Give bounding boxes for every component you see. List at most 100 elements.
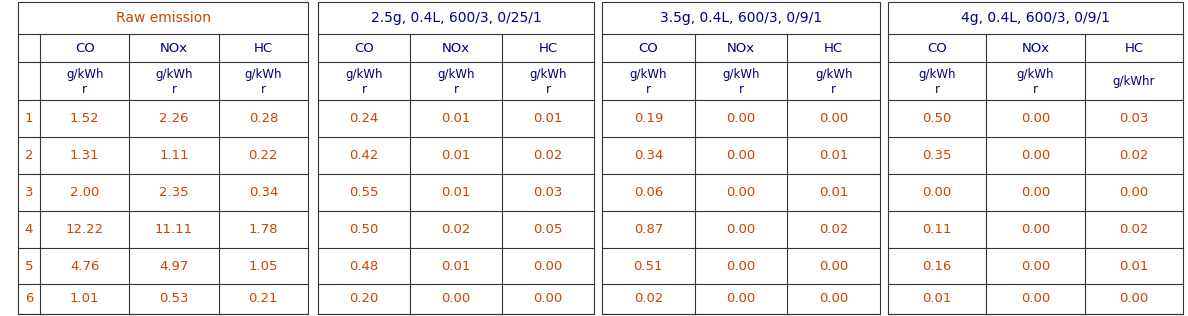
Text: 0.00: 0.00 (1020, 149, 1050, 162)
Text: r: r (82, 83, 87, 96)
Text: 0.16: 0.16 (922, 259, 952, 272)
Text: 0.00: 0.00 (533, 259, 563, 272)
Text: 3.5g, 0.4L, 600/3, 0/9/1: 3.5g, 0.4L, 600/3, 0/9/1 (661, 11, 822, 25)
Text: CO: CO (75, 41, 95, 54)
Text: 4g, 0.4L, 600/3, 0/9/1: 4g, 0.4L, 600/3, 0/9/1 (961, 11, 1110, 25)
Text: 0.06: 0.06 (633, 186, 663, 199)
Text: g/kWh: g/kWh (437, 68, 475, 81)
Text: 6: 6 (25, 293, 33, 306)
Text: 0.00: 0.00 (819, 259, 848, 272)
Text: 11.11: 11.11 (154, 223, 194, 236)
Text: 0.28: 0.28 (248, 112, 278, 125)
Text: 0.00: 0.00 (726, 149, 756, 162)
Text: HC: HC (538, 41, 557, 54)
Text: 0.24: 0.24 (349, 112, 379, 125)
Text: 0.42: 0.42 (349, 149, 379, 162)
Text: 0.00: 0.00 (1020, 259, 1050, 272)
Text: g/kWh: g/kWh (65, 68, 103, 81)
Text: 0.50: 0.50 (349, 223, 379, 236)
Text: 1.11: 1.11 (159, 149, 189, 162)
Text: NOx: NOx (160, 41, 188, 54)
Text: 0.00: 0.00 (726, 259, 756, 272)
Text: 0.05: 0.05 (533, 223, 563, 236)
Text: 0.22: 0.22 (248, 149, 278, 162)
Text: 0.02: 0.02 (533, 149, 563, 162)
Text: HC: HC (254, 41, 273, 54)
Text: 0.01: 0.01 (441, 259, 470, 272)
Text: 2: 2 (25, 149, 33, 162)
Text: 0.20: 0.20 (349, 293, 379, 306)
Text: 0.01: 0.01 (819, 149, 848, 162)
Text: 0.00: 0.00 (442, 293, 470, 306)
Text: 0.19: 0.19 (633, 112, 663, 125)
Text: CO: CO (638, 41, 658, 54)
Text: 0.01: 0.01 (922, 293, 952, 306)
Text: g/kWh: g/kWh (918, 68, 956, 81)
Text: HC: HC (824, 41, 843, 54)
Text: CO: CO (354, 41, 374, 54)
Text: 0.03: 0.03 (533, 186, 563, 199)
Text: 0.00: 0.00 (1020, 186, 1050, 199)
Bar (318, 2, 594, 314)
Text: r: r (935, 83, 940, 96)
Text: g/kWh: g/kWh (245, 68, 282, 81)
Text: NOx: NOx (727, 41, 756, 54)
Text: NOx: NOx (1022, 41, 1049, 54)
Text: 1.31: 1.31 (70, 149, 100, 162)
Text: 4: 4 (25, 223, 33, 236)
Text: 0.00: 0.00 (726, 186, 756, 199)
Text: g/kWh: g/kWh (1017, 68, 1054, 81)
Text: 0.48: 0.48 (349, 259, 379, 272)
Text: 1.52: 1.52 (70, 112, 100, 125)
Text: g/kWh: g/kWh (529, 68, 567, 81)
Text: 0.00: 0.00 (726, 223, 756, 236)
Text: r: r (361, 83, 367, 96)
Text: HC: HC (1124, 41, 1143, 54)
Text: 0.01: 0.01 (1119, 259, 1149, 272)
Text: 0.00: 0.00 (923, 186, 952, 199)
Bar (18, 2, 308, 314)
Bar (602, 2, 880, 314)
Text: 0.34: 0.34 (633, 149, 663, 162)
Text: g/kWh: g/kWh (722, 68, 760, 81)
Text: r: r (545, 83, 550, 96)
Text: 0.00: 0.00 (1119, 186, 1149, 199)
Text: 0.00: 0.00 (726, 112, 756, 125)
Text: r: r (171, 83, 177, 96)
Text: 5: 5 (25, 259, 33, 272)
Text: 0.02: 0.02 (441, 223, 470, 236)
Text: 2.35: 2.35 (159, 186, 189, 199)
Text: 3: 3 (25, 186, 33, 199)
Text: 2.5g, 0.4L, 600/3, 0/25/1: 2.5g, 0.4L, 600/3, 0/25/1 (371, 11, 542, 25)
Text: g/kWh: g/kWh (156, 68, 192, 81)
Text: 0.00: 0.00 (1020, 112, 1050, 125)
Text: r: r (832, 83, 836, 96)
Text: 12.22: 12.22 (65, 223, 103, 236)
Text: 0.51: 0.51 (633, 259, 663, 272)
Text: 0.02: 0.02 (633, 293, 663, 306)
Text: 0.00: 0.00 (819, 293, 848, 306)
Text: 1: 1 (25, 112, 33, 125)
Text: 2.00: 2.00 (70, 186, 100, 199)
Text: 0.53: 0.53 (159, 293, 189, 306)
Text: r: r (646, 83, 651, 96)
Text: 0.01: 0.01 (819, 186, 848, 199)
Text: 0.87: 0.87 (633, 223, 663, 236)
Text: 0.02: 0.02 (1119, 149, 1149, 162)
Text: g/kWhr: g/kWhr (1113, 75, 1155, 88)
Text: 0.02: 0.02 (819, 223, 848, 236)
Text: 0.00: 0.00 (819, 112, 848, 125)
Text: 4.76: 4.76 (70, 259, 100, 272)
Text: g/kWh: g/kWh (815, 68, 853, 81)
Text: 1.78: 1.78 (248, 223, 278, 236)
Text: r: r (261, 83, 266, 96)
Text: 0.01: 0.01 (441, 149, 470, 162)
Text: 0.03: 0.03 (1119, 112, 1149, 125)
Text: 0.00: 0.00 (1119, 293, 1149, 306)
Text: 4.97: 4.97 (159, 259, 189, 272)
Text: NOx: NOx (442, 41, 470, 54)
Text: 0.00: 0.00 (1020, 293, 1050, 306)
Text: CO: CO (928, 41, 947, 54)
Text: 0.11: 0.11 (922, 223, 952, 236)
Text: 0.01: 0.01 (533, 112, 563, 125)
